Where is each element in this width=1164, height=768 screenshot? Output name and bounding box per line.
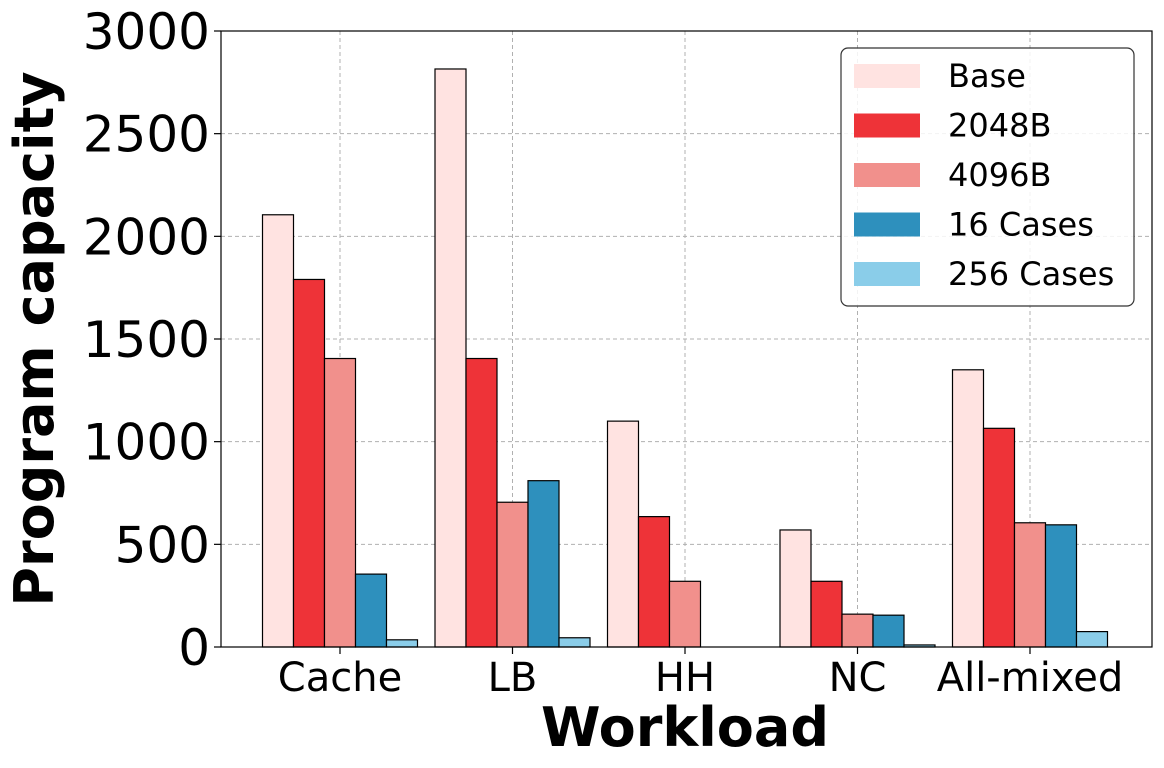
- bar-256-cases-all-mixed: [1075, 630, 1109, 648]
- legend-swatch: [854, 113, 920, 138]
- y-tick-label: 3000: [83, 3, 210, 61]
- bar-4096b-cache: [323, 357, 357, 648]
- legend-swatch: [854, 262, 920, 286]
- y-axis-ticks: 0 500 1000 1500 2000 2500 3000: [83, 3, 221, 677]
- bar-base-nc: [779, 529, 812, 648]
- legend-swatch: [854, 163, 920, 187]
- y-tick-label: 2000: [83, 208, 210, 266]
- bar-256-cases-cache: [385, 639, 419, 648]
- x-tick-label: LB: [488, 655, 538, 701]
- y-tick-label: 0: [178, 619, 210, 677]
- bar-2048b-lb: [465, 357, 498, 648]
- x-axis-ticks: Cache LB HH NC All-mixed: [278, 647, 1123, 701]
- bar-2048b-nc: [810, 580, 843, 648]
- legend-label: 4096B: [948, 156, 1051, 194]
- bar-base-hh: [606, 420, 640, 648]
- x-axis-label: Workload: [541, 696, 829, 759]
- bar-4096b-nc: [841, 613, 874, 648]
- bar-base-lb: [434, 68, 467, 648]
- bar-16-cases-nc: [872, 614, 905, 648]
- y-tick-label: 1500: [83, 311, 210, 369]
- bar-16-cases-cache: [354, 573, 388, 648]
- y-tick-label: 1000: [83, 414, 210, 472]
- legend-label: 16 Cases: [948, 206, 1094, 244]
- x-tick-label: All-mixed: [937, 655, 1124, 701]
- bar-2048b-hh: [637, 516, 671, 648]
- legend-label: Base: [948, 57, 1026, 95]
- y-axis-label: Program capacity: [3, 71, 66, 606]
- x-tick-label: NC: [829, 655, 887, 701]
- bar-4096b-lb: [496, 501, 529, 648]
- legend-label: 2048B: [948, 107, 1051, 145]
- bars: [261, 68, 1109, 648]
- bar-4096b-hh: [668, 580, 702, 648]
- legend: Base 2048B 4096B 16 Cases 256 Cases: [840, 47, 1135, 307]
- y-tick-label: 500: [115, 516, 210, 574]
- x-tick-label: HH: [655, 655, 715, 701]
- bar-16-cases-all-mixed: [1044, 524, 1078, 648]
- legend-box: [840, 47, 1135, 307]
- bar-base-all-mixed: [951, 369, 985, 648]
- bar-2048b-all-mixed: [982, 427, 1016, 648]
- bar-4096b-all-mixed: [1013, 522, 1047, 648]
- y-tick-label: 2500: [83, 106, 210, 164]
- bar-base-cache: [261, 214, 295, 648]
- legend-label: 256 Cases: [948, 255, 1114, 293]
- bar-16-cases-lb: [527, 480, 560, 648]
- bar-256-cases-lb: [558, 637, 591, 648]
- x-tick-label: Cache: [278, 655, 402, 701]
- legend-swatch: [854, 64, 920, 88]
- bar-2048b-cache: [292, 278, 326, 648]
- legend-swatch: [854, 212, 920, 237]
